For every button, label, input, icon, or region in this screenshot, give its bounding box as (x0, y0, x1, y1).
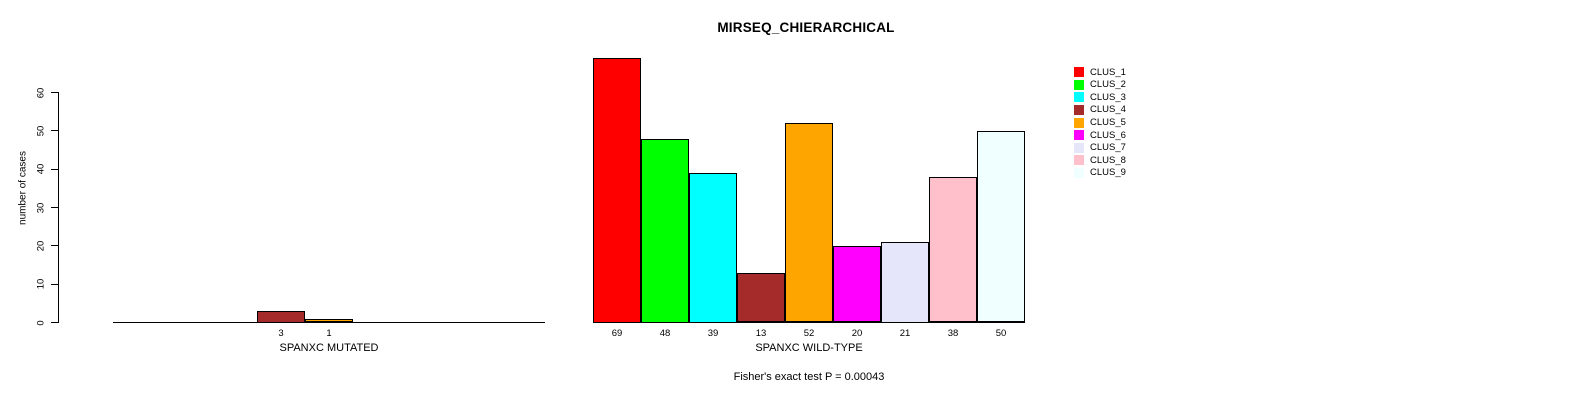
bar-clus_8 (929, 176, 977, 323)
bar-clus_4 (737, 272, 785, 323)
y-tick (51, 168, 58, 170)
y-tick-label: 50 (35, 125, 47, 137)
bar-value-label: 1 (326, 328, 332, 339)
legend-label: CLUS_3 (1090, 91, 1126, 103)
legend-label: CLUS_7 (1090, 142, 1126, 154)
legend: CLUS_1 CLUS_2 CLUS_3 CLUS_4 CLUS_5 CLUS_6 CLUS… (1074, 66, 1126, 179)
legend-swatch (1074, 155, 1084, 166)
y-axis-line (58, 92, 59, 323)
bar-value-label: 69 (611, 328, 623, 339)
legend-item-clus_3: CLUS_3 (1074, 91, 1126, 104)
legend-item-clus_1: CLUS_1 (1074, 66, 1126, 79)
bar-clus_6 (833, 245, 881, 323)
legend-label: CLUS_4 (1090, 104, 1126, 116)
legend-item-clus_8: CLUS_8 (1074, 154, 1126, 167)
legend-label: CLUS_2 (1090, 79, 1126, 91)
y-tick (51, 322, 58, 323)
y-tick-label: 30 (35, 202, 47, 213)
group-label-spanxc-wild-type: SPANXC WILD-TYPE (755, 342, 863, 354)
x-axis-baseline (113, 322, 545, 323)
legend-item-clus_2: CLUS_2 (1074, 79, 1126, 92)
y-tick-label: 10 (35, 278, 47, 290)
legend-item-clus_4: CLUS_4 (1074, 104, 1126, 117)
legend-swatch (1074, 105, 1084, 116)
bar-clus_5 (305, 318, 353, 323)
bar-value-label: 38 (947, 328, 959, 339)
legend-swatch (1074, 168, 1084, 179)
legend-swatch (1074, 142, 1084, 153)
y-axis-title: number of cases (17, 151, 29, 225)
legend-label: CLUS_9 (1090, 167, 1126, 179)
legend-label: CLUS_8 (1090, 154, 1126, 166)
legend-item-clus_5: CLUS_5 (1074, 116, 1126, 129)
bar-value-label: 3 (278, 328, 284, 339)
group-label-spanxc-mutated: SPANXC MUTATED (279, 342, 379, 354)
bar-value-label: 13 (755, 328, 767, 339)
legend-swatch (1074, 130, 1084, 141)
bar-clus_5 (785, 123, 833, 323)
bar-clus_9 (977, 130, 1025, 323)
annotation-fisher-test: Fisher's exact test P = 0.00043 (733, 371, 885, 383)
x-axis-baseline (593, 322, 1025, 323)
bar-clus_3 (689, 173, 737, 323)
legend-item-clus_6: CLUS_6 (1074, 129, 1126, 142)
legend-label: CLUS_6 (1090, 129, 1126, 141)
y-tick (51, 245, 58, 247)
legend-swatch (1074, 92, 1084, 103)
bar-clus_1 (593, 58, 641, 323)
bar-value-label: 50 (995, 328, 1007, 339)
bar-value-label: 21 (899, 328, 911, 339)
y-tick-label: 20 (35, 240, 47, 252)
y-tick (51, 283, 58, 285)
y-tick (51, 130, 58, 132)
y-tick-label: 0 (35, 319, 47, 326)
y-tick-label: 40 (35, 163, 47, 175)
y-tick (51, 92, 58, 93)
chart-title: MIRSEQ_CHIERARCHICAL (717, 20, 895, 35)
bar-clus_7 (881, 242, 929, 323)
y-tick (51, 207, 58, 208)
bar-value-label: 20 (851, 328, 863, 339)
bar-value-label: 48 (659, 328, 671, 339)
bar-value-label: 52 (803, 328, 815, 339)
legend-label: CLUS_5 (1090, 116, 1126, 128)
legend-swatch (1074, 117, 1084, 128)
legend-label: CLUS_1 (1090, 66, 1126, 78)
legend-item-clus_9: CLUS_9 (1074, 167, 1126, 180)
legend-swatch (1074, 67, 1084, 78)
y-tick-label: 60 (35, 87, 47, 98)
bar-clus_2 (641, 138, 689, 323)
legend-swatch (1074, 79, 1084, 90)
bar-value-label: 39 (707, 328, 719, 339)
legend-item-clus_7: CLUS_7 (1074, 142, 1126, 155)
bar-clus_4 (257, 311, 305, 323)
